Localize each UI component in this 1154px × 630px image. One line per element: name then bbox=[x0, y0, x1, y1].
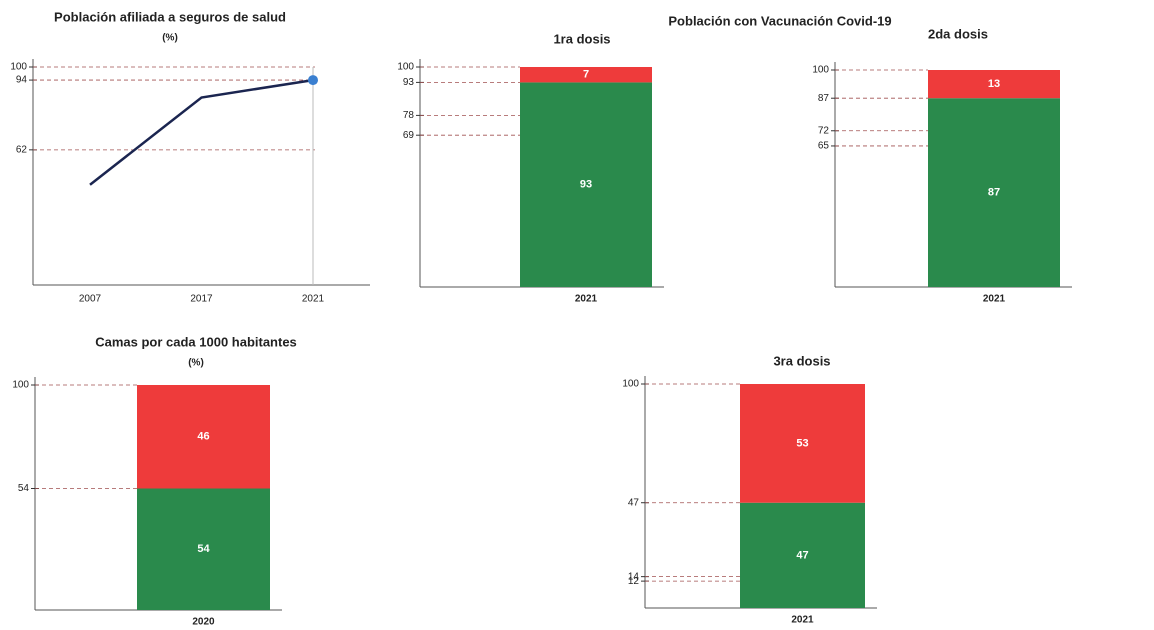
group-title: Población con Vacunación Covid-19 bbox=[668, 13, 891, 28]
line bbox=[89, 78, 314, 186]
x-tick-label: 2021 bbox=[791, 615, 814, 626]
bar-segment bbox=[137, 385, 270, 489]
y-tick-label: 54 bbox=[18, 483, 30, 494]
x-tick-label: 2021 bbox=[983, 294, 1006, 305]
y-tick-label: 100 bbox=[812, 65, 829, 76]
y-tick-label: 72 bbox=[818, 125, 830, 136]
y-tick-label: 14 bbox=[628, 571, 640, 582]
y-tick-label: 69 bbox=[403, 130, 415, 141]
y-tick-label: 94 bbox=[16, 75, 28, 86]
y-tick-label: 12 bbox=[628, 576, 640, 587]
chart-subtitle: (%) bbox=[188, 358, 204, 369]
chart-title: Camas por cada 1000 habitantes bbox=[95, 334, 297, 349]
bar-segment bbox=[928, 70, 1060, 99]
point bbox=[308, 75, 318, 86]
y-tick-label: 87 bbox=[818, 93, 830, 104]
y-tick-label: 65 bbox=[818, 141, 830, 152]
data-label: 54 bbox=[197, 543, 210, 555]
y-tick-label: 62 bbox=[16, 144, 28, 155]
chart-title: 1ra dosis bbox=[553, 31, 610, 46]
data-label: 93 bbox=[580, 179, 592, 191]
x-tick-label: 2007 bbox=[79, 294, 102, 305]
data-label: 46 bbox=[197, 431, 209, 443]
data-label: 53 bbox=[796, 437, 808, 449]
chart-title: 3ra dosis bbox=[773, 353, 830, 368]
data-label: 13 bbox=[988, 78, 1000, 90]
data-label: 7 bbox=[583, 69, 589, 81]
bar-segment bbox=[740, 384, 865, 503]
x-tick-label: 2021 bbox=[575, 294, 598, 305]
bar-segment bbox=[520, 82, 652, 288]
y-tick-label: 93 bbox=[403, 77, 415, 88]
data-label: 87 bbox=[988, 187, 1000, 199]
bar-segment bbox=[740, 502, 865, 608]
y-tick-label: 100 bbox=[12, 380, 29, 391]
bar-segment bbox=[928, 98, 1060, 288]
bar-segment bbox=[137, 488, 270, 610]
x-tick-label: 2021 bbox=[302, 294, 325, 305]
chart-title: Población afiliada a seguros de salud bbox=[54, 9, 286, 24]
data-label: 47 bbox=[796, 549, 808, 561]
y-tick-label: 47 bbox=[628, 497, 640, 508]
chart-title: 2da dosis bbox=[928, 26, 988, 41]
bar-segment bbox=[520, 67, 652, 83]
y-tick-label: 78 bbox=[403, 110, 415, 121]
x-tick-label: 2017 bbox=[190, 294, 213, 305]
y-tick-label: 100 bbox=[10, 62, 27, 73]
y-tick-label: 100 bbox=[397, 62, 414, 73]
y-tick-label: 100 bbox=[622, 379, 639, 390]
x-tick-label: 2020 bbox=[192, 617, 215, 628]
chart-subtitle: (%) bbox=[162, 33, 178, 44]
